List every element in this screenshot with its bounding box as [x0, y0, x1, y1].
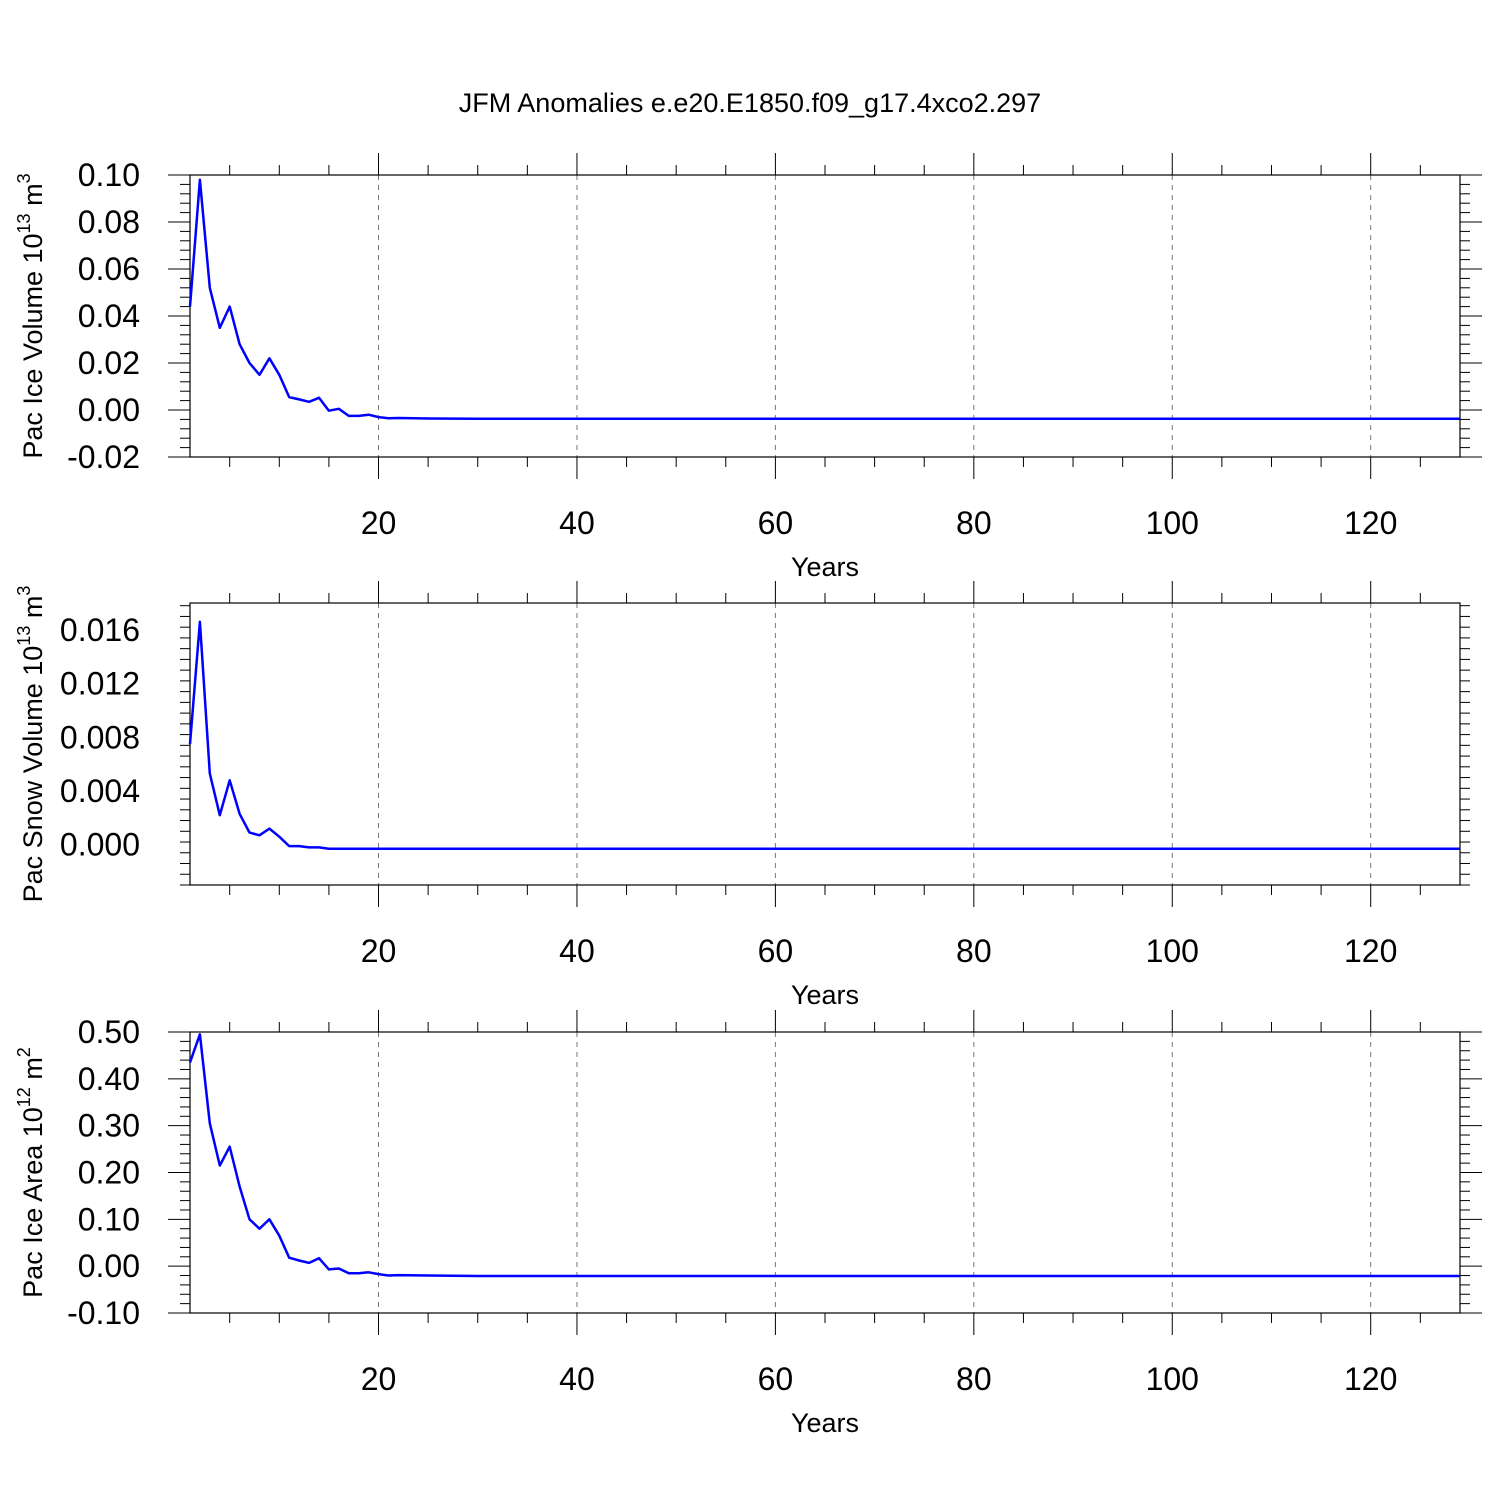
x-tick-label: 80	[956, 933, 992, 969]
x-tick-label: 40	[559, 505, 595, 541]
y-tick-label: 0.06	[78, 251, 140, 287]
y-axis-label: Pac Ice Area 1012 m2	[14, 1047, 48, 1298]
y-axis-label-unit: m	[18, 183, 48, 213]
figure-title: JFM Anomalies e.e20.E1850.f09_g17.4xco2.…	[459, 88, 1041, 118]
x-tick-label: 100	[1146, 933, 1199, 969]
y-axis-label: Pac Snow Volume 1013 m3	[14, 586, 48, 903]
y-axis-label-text: Pac Ice Area 10	[18, 1107, 48, 1298]
panel-1: -0.02 0.00 0.02 0.04 0.06 0.08 0.10 20 40 60 80 100…	[14, 153, 1482, 582]
panel-3: -0.10 0.00 0.10 0.20 0.30 0.40 0.50 20 40 60 80 100…	[14, 1010, 1482, 1438]
x-tick-label: 60	[758, 1361, 794, 1397]
y-tick-label: 0.50	[78, 1014, 140, 1050]
y-tick-label: 0.004	[60, 773, 140, 809]
x-tick-label: 40	[559, 1361, 595, 1397]
y-tick-label: -0.10	[67, 1295, 140, 1331]
x-tick-label: 20	[361, 505, 397, 541]
y-axis-label-unit: m	[18, 1057, 48, 1087]
plot-frame	[189, 174, 1461, 458]
y-axis-label-exponent: 13	[14, 213, 34, 233]
plot-frame	[189, 602, 1461, 886]
series-line	[188, 620, 1460, 850]
y-axis-label-text: Pac Ice Volume 10	[18, 233, 48, 458]
x-axis-label: Years	[791, 1408, 859, 1438]
y-tick-label: 0.02	[78, 345, 140, 381]
y-axis-label-unit: m	[18, 596, 48, 626]
x-axis-label: Years	[791, 552, 859, 582]
y-tick-label: 0.10	[78, 1201, 140, 1237]
y-tick-label: -0.02	[67, 439, 140, 475]
y-tick-label: 0.08	[78, 204, 140, 240]
series-line	[188, 1033, 1460, 1278]
y-tick-label: 0.10	[78, 157, 140, 193]
y-tick-label: 0.30	[78, 1108, 140, 1144]
y-tick-label: 0.00	[78, 392, 140, 428]
x-axis-label: Years	[791, 980, 859, 1010]
y-tick-label: 0.00	[78, 1248, 140, 1284]
x-tick-label: 60	[758, 505, 794, 541]
y-tick-label: 0.012	[60, 666, 140, 702]
x-tick-label: 40	[559, 933, 595, 969]
y-axis-label-exponent: 12	[14, 1087, 34, 1107]
y-tick-label: 0.20	[78, 1155, 140, 1191]
x-tick-label: 120	[1344, 933, 1397, 969]
x-tick-label: 60	[758, 933, 794, 969]
y-axis-label: Pac Ice Volume 1013 m3	[14, 173, 48, 458]
y-axis-label-unit-exponent: 3	[14, 173, 34, 183]
y-axis-label-text: Pac Snow Volume 10	[18, 646, 48, 903]
y-axis-label-unit-exponent: 3	[14, 586, 34, 596]
y-tick-label: 0.000	[60, 827, 140, 863]
x-tick-label: 20	[361, 1361, 397, 1397]
y-tick-label: 0.008	[60, 719, 140, 755]
series-line	[188, 178, 1460, 420]
x-tick-label: 120	[1344, 1361, 1397, 1397]
y-axis-label-exponent: 13	[14, 626, 34, 646]
y-axis-label-unit-exponent: 2	[14, 1047, 34, 1057]
y-tick-label: 0.40	[78, 1061, 140, 1097]
x-tick-label: 20	[361, 933, 397, 969]
y-tick-label: 0.016	[60, 612, 140, 648]
plot-frame	[189, 1031, 1461, 1314]
panel-2: 0.000 0.004 0.008 0.012 0.016 20 40 60 80 100 120 Y…	[14, 581, 1470, 1010]
x-tick-label: 80	[956, 505, 992, 541]
x-tick-label: 120	[1344, 505, 1397, 541]
x-tick-label: 80	[956, 1361, 992, 1397]
y-tick-label: 0.04	[78, 298, 140, 334]
x-tick-label: 100	[1146, 1361, 1199, 1397]
x-tick-label: 100	[1146, 505, 1199, 541]
